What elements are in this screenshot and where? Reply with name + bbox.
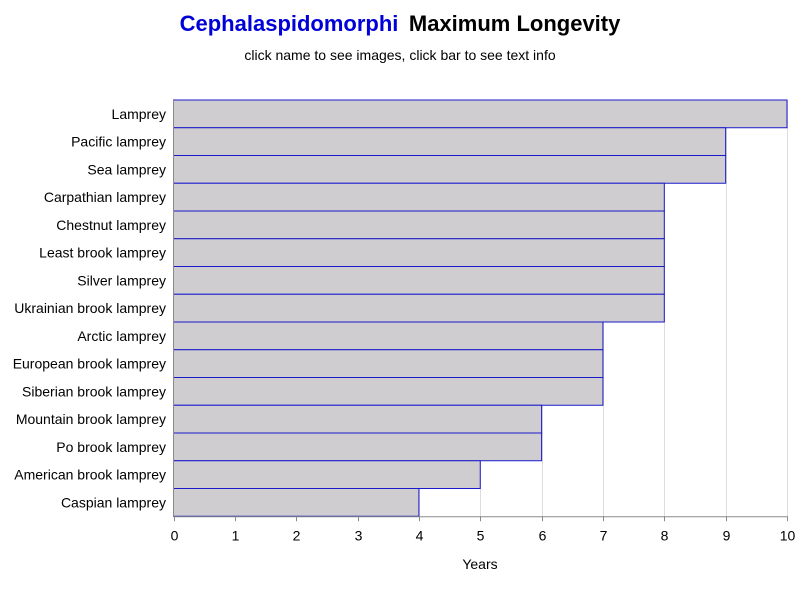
category-label[interactable]: Sea lamprey xyxy=(87,161,166,177)
x-tick-label: 0 xyxy=(171,527,179,543)
title-class-link[interactable]: Cephalaspidomorphi xyxy=(180,11,399,36)
category-label[interactable]: Silver lamprey xyxy=(77,272,166,288)
x-tick-label: 8 xyxy=(661,527,669,543)
category-label[interactable]: Carpathian lamprey xyxy=(44,189,166,205)
category-labels: Lamprey Pacific lamprey Sea lamprey Carpath… xyxy=(13,106,166,511)
category-label[interactable]: Lamprey xyxy=(112,106,166,122)
category-label[interactable]: Mountain brook lamprey xyxy=(16,411,166,427)
bar[interactable] xyxy=(173,238,665,267)
x-tick-label: 1 xyxy=(232,527,240,543)
x-tick-label: 3 xyxy=(355,527,363,543)
x-tick-label: 5 xyxy=(477,527,485,543)
category-label[interactable]: Least brook lamprey xyxy=(39,245,166,261)
chart-title: Cephalaspidomorphi Maximum Longevity xyxy=(180,11,621,36)
category-label[interactable]: Pacific lamprey xyxy=(71,134,166,150)
category-label[interactable]: Ukrainian brook lamprey xyxy=(14,300,166,316)
bar[interactable] xyxy=(173,293,665,323)
bars xyxy=(173,99,788,517)
bar[interactable] xyxy=(173,321,604,351)
x-tick-label: 7 xyxy=(600,527,608,543)
bar[interactable] xyxy=(173,99,788,129)
bar[interactable] xyxy=(173,155,727,184)
bar[interactable] xyxy=(173,432,543,462)
category-label[interactable]: Siberian brook lamprey xyxy=(22,383,166,399)
x-axis: 0 1 2 3 4 5 6 7 8 9 10 xyxy=(171,100,796,543)
category-label[interactable]: Arctic lamprey xyxy=(77,328,166,344)
category-label[interactable]: Chestnut lamprey xyxy=(56,217,166,233)
bar[interactable] xyxy=(173,404,543,434)
bar[interactable] xyxy=(173,127,727,156)
bar[interactable] xyxy=(173,460,481,489)
bar[interactable] xyxy=(173,349,604,378)
chart-subtitle: click name to see images, click bar to s… xyxy=(244,47,555,63)
category-label[interactable]: Po brook lamprey xyxy=(56,439,166,455)
category-label[interactable]: Caspian lamprey xyxy=(61,494,166,510)
x-tick-label: 6 xyxy=(539,527,547,543)
x-tick-label: 9 xyxy=(723,527,731,543)
bar[interactable] xyxy=(173,377,604,406)
x-tick-label: 2 xyxy=(293,527,301,543)
bar[interactable] xyxy=(173,182,665,212)
title-text: Maximum Longevity xyxy=(409,11,621,36)
x-tick-label: 10 xyxy=(780,527,796,543)
x-axis-title: Years xyxy=(462,556,497,572)
x-tick-label: 4 xyxy=(416,527,424,543)
bar[interactable] xyxy=(173,488,420,517)
category-label[interactable]: American brook lamprey xyxy=(14,467,166,483)
category-label[interactable]: European brook lamprey xyxy=(13,356,166,372)
bar[interactable] xyxy=(173,210,665,240)
bar[interactable] xyxy=(173,266,665,295)
